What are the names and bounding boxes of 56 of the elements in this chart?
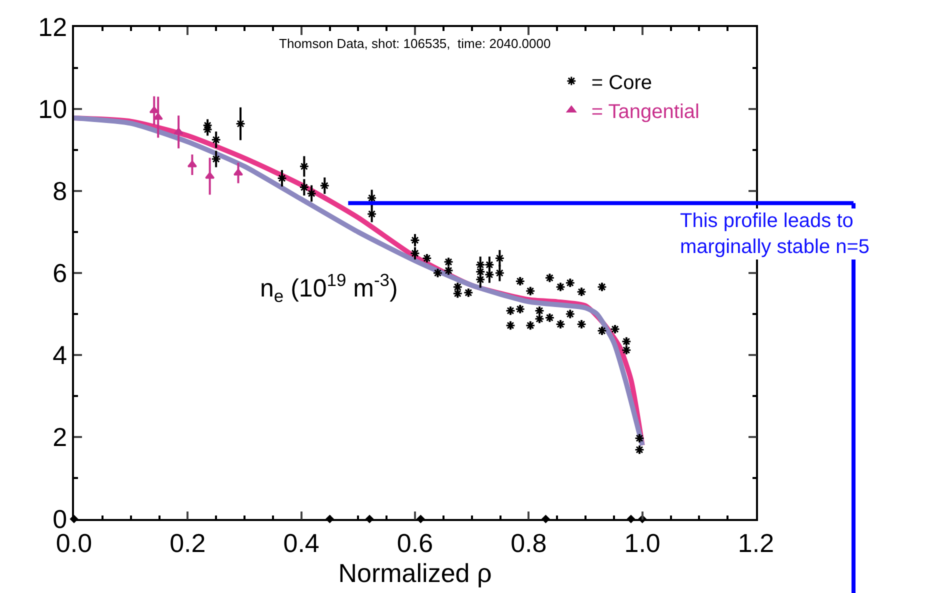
legend-label: = Tangential xyxy=(591,100,700,123)
point xyxy=(494,268,505,278)
point xyxy=(544,272,555,283)
y-tick-label: 8 xyxy=(52,176,68,206)
point xyxy=(484,270,494,280)
point xyxy=(565,309,576,319)
point xyxy=(187,160,197,168)
point xyxy=(597,326,607,336)
annotation: This profile leads to marginally stable n=5 xyxy=(680,210,870,258)
legend-label: = Core xyxy=(591,72,652,94)
point xyxy=(475,274,486,285)
point xyxy=(422,253,432,264)
y-tick-label: 12 xyxy=(38,12,68,42)
x-tick-label: 1.2 xyxy=(738,528,774,558)
point xyxy=(515,304,526,314)
point xyxy=(306,188,317,198)
point xyxy=(565,278,576,288)
point xyxy=(576,319,586,330)
point xyxy=(366,209,377,219)
point xyxy=(149,106,159,114)
x-tick-label: 1.0 xyxy=(624,528,660,558)
point xyxy=(366,193,377,203)
point xyxy=(320,180,330,191)
point xyxy=(236,118,246,129)
y-tick-label: 4 xyxy=(52,340,68,370)
point xyxy=(463,288,474,298)
point xyxy=(211,134,222,145)
point xyxy=(202,120,213,130)
x-tick-label: 0.2 xyxy=(170,528,206,558)
x-tick-label: 0.4 xyxy=(283,528,320,558)
y-tick-label: 6 xyxy=(52,258,68,288)
point xyxy=(211,154,222,164)
point xyxy=(506,306,516,316)
y-tick-label: 10 xyxy=(38,94,68,124)
x-tick-label: 0.8 xyxy=(510,528,547,558)
point xyxy=(432,268,443,278)
point xyxy=(299,161,310,172)
point xyxy=(515,276,526,286)
point xyxy=(205,172,215,179)
y-tick-label: 2 xyxy=(52,422,68,452)
text: Thomson Data, shot: 106535, time: 2040.0000 xyxy=(279,36,551,51)
point xyxy=(174,128,184,134)
point xyxy=(525,320,536,330)
point xyxy=(544,312,555,323)
x-axis-title: Normalized ρ xyxy=(338,558,492,588)
point xyxy=(556,319,566,330)
point xyxy=(277,173,287,184)
y-axis-title: n$_{e}$ (10$^{19}$ m$^{-3}$) xyxy=(260,270,398,306)
point xyxy=(610,324,620,334)
point xyxy=(299,182,310,192)
point xyxy=(597,282,607,292)
point xyxy=(556,282,566,292)
point xyxy=(506,320,516,330)
point xyxy=(525,286,536,296)
point xyxy=(576,286,586,297)
x-tick-label: 0.6 xyxy=(396,528,434,558)
